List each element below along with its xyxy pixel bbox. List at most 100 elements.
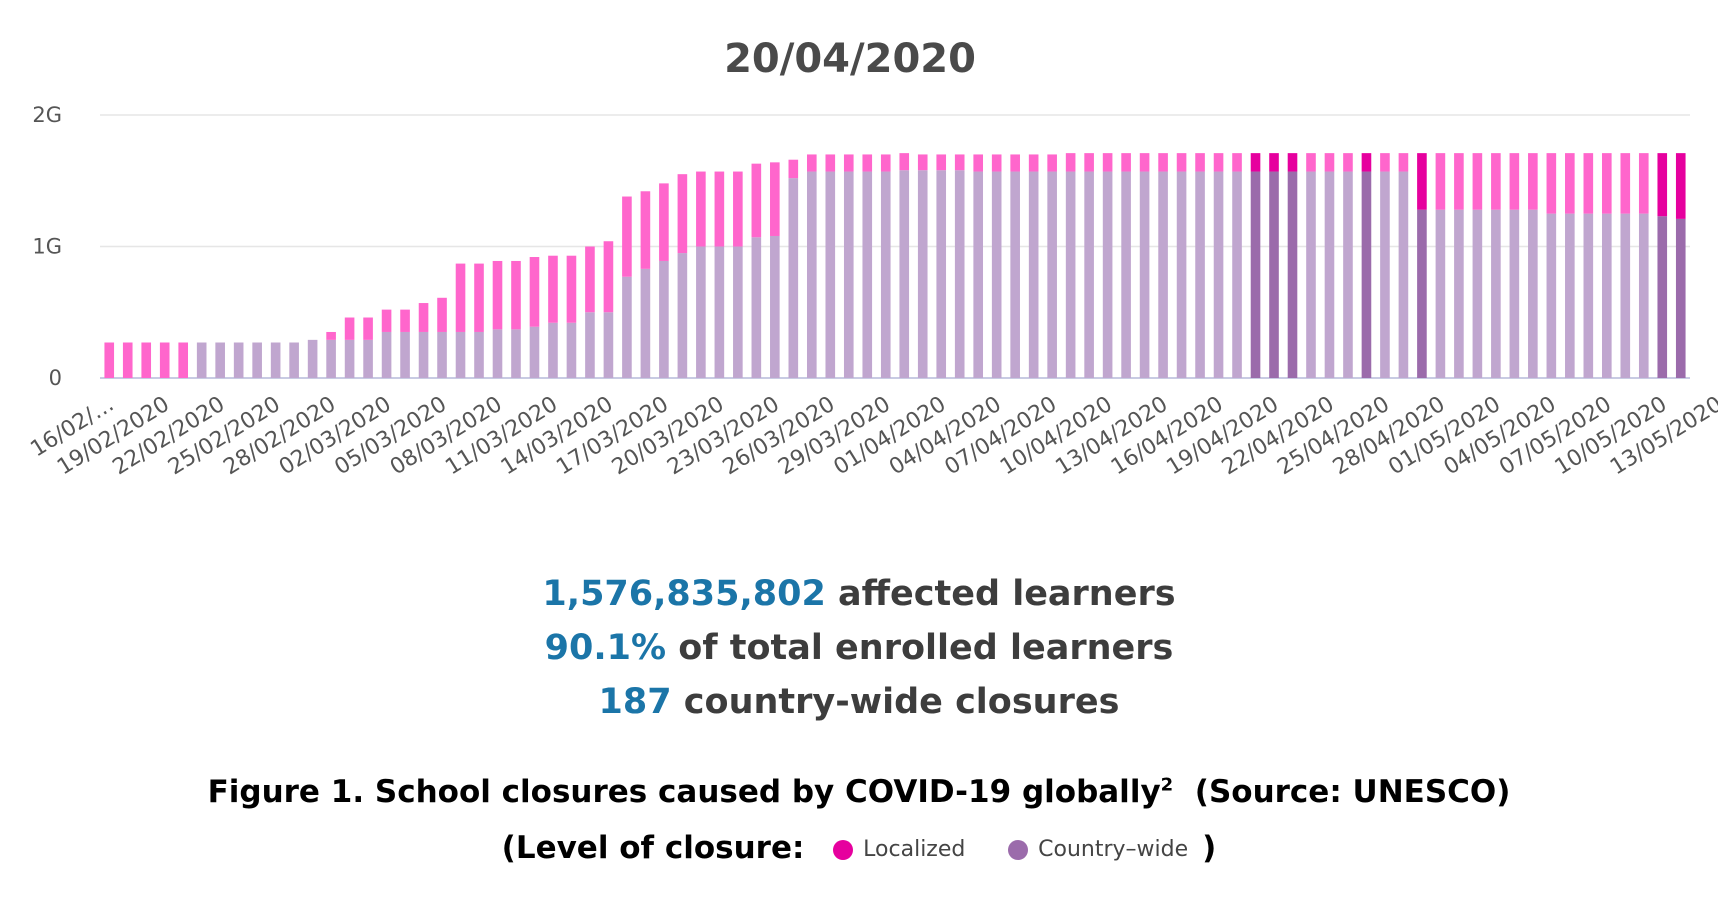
closures-number: 187 xyxy=(598,682,672,722)
bar-localized xyxy=(1472,153,1483,210)
bar-localized xyxy=(511,260,521,330)
bar-localized xyxy=(1620,153,1631,214)
bar-country-wide xyxy=(1047,171,1057,378)
bar-country-wide xyxy=(1084,171,1094,378)
bar-localized xyxy=(1269,153,1279,172)
bar-localized xyxy=(418,303,429,332)
bar-country-wide xyxy=(1250,171,1261,378)
bar-country-wide xyxy=(400,331,410,378)
y-tick-label: 2G xyxy=(32,103,62,127)
bar-localized xyxy=(1213,153,1224,172)
bar-country-wide xyxy=(1139,171,1150,378)
bar-country-wide xyxy=(733,246,743,378)
bar-country-wide xyxy=(880,171,891,378)
bar-country-wide xyxy=(566,322,577,378)
bar-country-wide xyxy=(1638,213,1649,378)
bar-localized xyxy=(751,163,762,238)
closures-line: 187 country-wide closures xyxy=(0,682,1718,722)
bar-country-wide xyxy=(1176,171,1187,378)
bar-country-wide xyxy=(455,331,466,378)
bar-country-wide xyxy=(1028,171,1039,378)
legend-localized-marker xyxy=(833,839,854,860)
bar-country-wide xyxy=(270,342,281,378)
bar-country-wide xyxy=(1361,171,1372,378)
bar-localized xyxy=(640,191,651,269)
bar-localized xyxy=(1324,153,1335,172)
bar-country-wide xyxy=(1620,213,1631,378)
chart-title: 20/04/2020 xyxy=(724,36,976,82)
bar-localized xyxy=(1435,153,1446,210)
bar-country-wide xyxy=(825,171,836,378)
y-tick-label: 0 xyxy=(49,366,62,390)
bar-country-wide xyxy=(1454,209,1464,378)
bar-country-wide xyxy=(326,339,336,378)
bar-localized xyxy=(880,154,891,172)
bar-localized xyxy=(622,196,632,277)
bar-country-wide xyxy=(1102,171,1113,378)
bar-country-wide xyxy=(1232,171,1242,378)
bars xyxy=(104,153,1686,378)
legend-country-wide-marker xyxy=(1008,839,1029,860)
bar-country-wide xyxy=(585,312,595,378)
bar-country-wide xyxy=(843,171,854,378)
bar-country-wide xyxy=(1417,209,1427,378)
bar-country-wide xyxy=(307,339,318,378)
bar-country-wide xyxy=(1565,213,1575,378)
bar-country-wide xyxy=(640,268,651,378)
bar-country-wide xyxy=(1380,171,1390,378)
bar-country-wide xyxy=(1269,171,1279,378)
bar-localized xyxy=(1047,154,1057,172)
bar-country-wide xyxy=(954,170,965,378)
bar-localized xyxy=(806,154,817,172)
bar-localized xyxy=(677,174,688,254)
percent-text: of total enrolled learners xyxy=(678,628,1174,668)
bar-localized xyxy=(1638,153,1649,214)
bar-localized xyxy=(104,342,115,378)
bar-country-wide xyxy=(862,171,873,378)
bar-localized xyxy=(1102,153,1113,172)
caption-source: (Source: UNESCO) xyxy=(1194,774,1511,810)
bar-country-wide xyxy=(936,170,947,378)
bar-localized xyxy=(973,154,984,172)
bar-country-wide xyxy=(1583,213,1594,378)
bar-country-wide xyxy=(677,253,688,378)
bar-localized xyxy=(770,162,780,236)
bar-localized xyxy=(178,342,189,378)
bar-localized xyxy=(141,342,152,378)
bar-country-wide xyxy=(788,178,799,378)
bar-localized xyxy=(1398,153,1409,172)
bar-localized xyxy=(1306,153,1316,172)
bar-country-wide xyxy=(1158,171,1168,378)
bar-localized xyxy=(1139,153,1150,172)
bar-localized xyxy=(585,246,595,313)
bar-country-wide xyxy=(1528,209,1538,378)
affected-text: affected learners xyxy=(838,574,1176,614)
bar-localized xyxy=(843,154,854,172)
bar-localized xyxy=(344,317,355,340)
bar-localized xyxy=(1176,153,1187,172)
legend-country-wide-label: Country–wide xyxy=(1038,837,1189,862)
bar-localized xyxy=(936,154,947,171)
closures-text: country-wide closures xyxy=(683,682,1120,722)
bar-country-wide xyxy=(492,329,503,378)
bar-country-wide xyxy=(1546,213,1557,378)
bar-country-wide xyxy=(1195,171,1205,378)
bar-localized xyxy=(696,171,706,247)
bar-country-wide xyxy=(751,237,762,378)
bar-country-wide xyxy=(806,171,817,378)
y-axis-ticks: 0 1G 2G xyxy=(32,103,62,390)
legend-localized-label: Localized xyxy=(863,837,966,862)
bar-country-wide xyxy=(289,342,299,378)
bar-localized xyxy=(400,309,410,332)
bar-localized xyxy=(529,257,540,327)
bar-localized xyxy=(1010,154,1020,172)
bar-country-wide xyxy=(548,322,558,378)
affected-learners-line: 1,576,835,802 affected learners xyxy=(0,574,1718,614)
bar-localized xyxy=(1601,153,1612,214)
bar-localized xyxy=(1454,153,1464,210)
bar-localized xyxy=(381,309,392,332)
bar-country-wide xyxy=(770,235,780,378)
bar-country-wide xyxy=(1306,171,1316,378)
bar-country-wide xyxy=(603,312,614,378)
bar-localized xyxy=(1657,153,1668,217)
